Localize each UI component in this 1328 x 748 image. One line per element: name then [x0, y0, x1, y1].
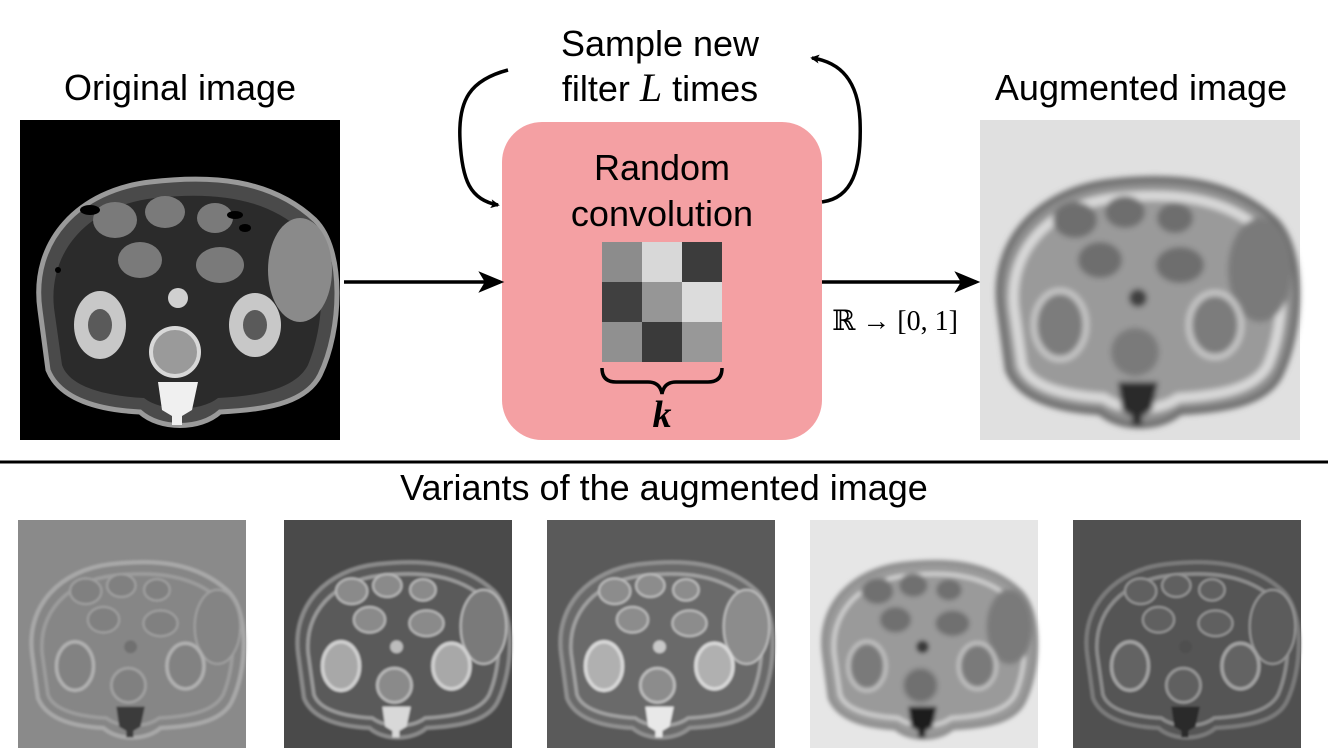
variant-image [547, 520, 775, 748]
loop-label-suffix: times [672, 68, 759, 109]
conv-label-line1: Random [593, 147, 731, 188]
range-mapping-label: ℝ → [0, 1] [832, 306, 958, 337]
loop-label-var: L [639, 65, 663, 110]
kernel-cell [602, 242, 642, 282]
variant-image [18, 520, 246, 748]
loop-arrow-right [810, 54, 862, 204]
kernel-cell [682, 322, 722, 362]
augmented-image [980, 120, 1300, 440]
variant-image [810, 520, 1038, 748]
kernel-cell [642, 322, 682, 362]
loop-label-prefix: filter [561, 68, 630, 109]
kernel-cell [642, 282, 682, 322]
augmented-image-title: Augmented image [994, 67, 1288, 108]
kernel-grid [602, 242, 722, 362]
kernel-size-label: k [652, 394, 672, 436]
loop-label-line2: filter L times [500, 68, 820, 108]
variant-image [284, 520, 512, 748]
loop-arrow-left [458, 68, 509, 209]
variant-image [1073, 520, 1301, 748]
original-image [20, 120, 340, 440]
variant-images [18, 520, 1301, 748]
kernel-cell [642, 242, 682, 282]
kernel-brace [600, 367, 724, 395]
loop-label-line1: Sample new [560, 23, 760, 64]
original-image-title: Original image [63, 67, 297, 108]
kernel-cell [602, 322, 642, 362]
conv-label-line2: convolution [570, 193, 754, 234]
variants-title: Variants of the augmented image [400, 467, 928, 508]
kernel-cell [602, 282, 642, 322]
kernel-cell [682, 242, 722, 282]
kernel-cell [682, 282, 722, 322]
